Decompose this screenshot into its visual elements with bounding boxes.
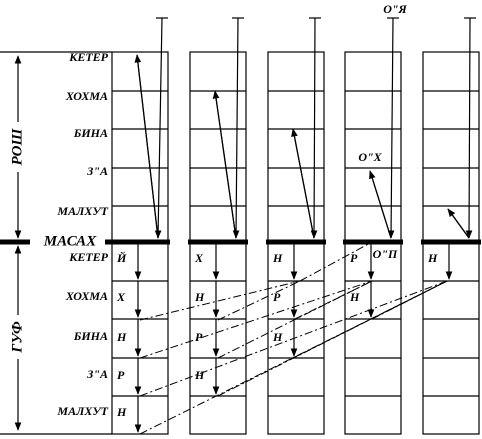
connection <box>294 280 373 320</box>
annotation: О"П <box>373 247 398 261</box>
cell-letter: Р <box>273 290 281 304</box>
cell-letter: Н <box>194 368 205 382</box>
connection <box>139 280 373 359</box>
connection <box>371 280 448 320</box>
reflect-line <box>369 170 392 239</box>
column-lower <box>344 241 402 435</box>
guf-level: БИНА <box>73 329 108 343</box>
cell-letter: Й <box>116 250 127 265</box>
guf-label: ГУФ <box>9 321 25 354</box>
guf-level: З"А <box>86 367 108 381</box>
guf-level: КЕТЕР <box>68 250 108 264</box>
cell-letter: Р <box>117 368 125 382</box>
arrow <box>232 17 240 239</box>
cell-letter: Х <box>194 251 204 265</box>
connection <box>217 280 301 321</box>
rosh-level: МАЛХУТ <box>56 204 108 218</box>
cell-letter: Х <box>116 290 126 304</box>
annotation: О"Х <box>358 150 382 164</box>
rosh-level: БИНА <box>73 126 108 140</box>
connection <box>217 280 373 359</box>
cell-letter: Р <box>350 251 358 265</box>
rosh-level: ХОХМА <box>65 89 108 103</box>
cell-letter: Н <box>272 251 283 265</box>
label-bg <box>10 122 26 172</box>
drawing <box>0 17 481 435</box>
cell-letter: Н <box>116 405 127 419</box>
reflect-line <box>136 54 159 239</box>
arrow <box>465 17 473 239</box>
arrow <box>154 17 163 239</box>
label-bg <box>10 315 26 359</box>
cell-letter: Р <box>195 330 203 344</box>
rosh-level: КЕТЕР <box>68 50 108 64</box>
cell-letter: Н <box>194 290 205 304</box>
column-lower <box>422 241 480 435</box>
annotation: О"Я <box>383 2 407 16</box>
masach-label: МАСАХ <box>43 233 97 249</box>
cell-letter: Н <box>272 330 283 344</box>
rosh-label: РОШ <box>9 128 25 166</box>
reflect-line <box>447 208 470 239</box>
connection <box>139 280 301 321</box>
reflect-line <box>292 128 315 239</box>
arrow <box>387 17 395 239</box>
connection <box>139 280 448 435</box>
reflect-line <box>214 90 237 239</box>
connection <box>139 280 448 397</box>
cell-letter: Н <box>349 290 360 304</box>
cell-letter: Н <box>427 251 438 265</box>
rosh-level: З"А <box>86 164 108 178</box>
connection <box>217 280 448 397</box>
connection <box>299 241 373 282</box>
arrow <box>310 17 318 239</box>
guf-level: МАЛХУТ <box>56 404 108 418</box>
connection <box>294 280 448 358</box>
cell-letter: Н <box>116 330 127 344</box>
guf-level: ХОХМА <box>65 289 108 303</box>
